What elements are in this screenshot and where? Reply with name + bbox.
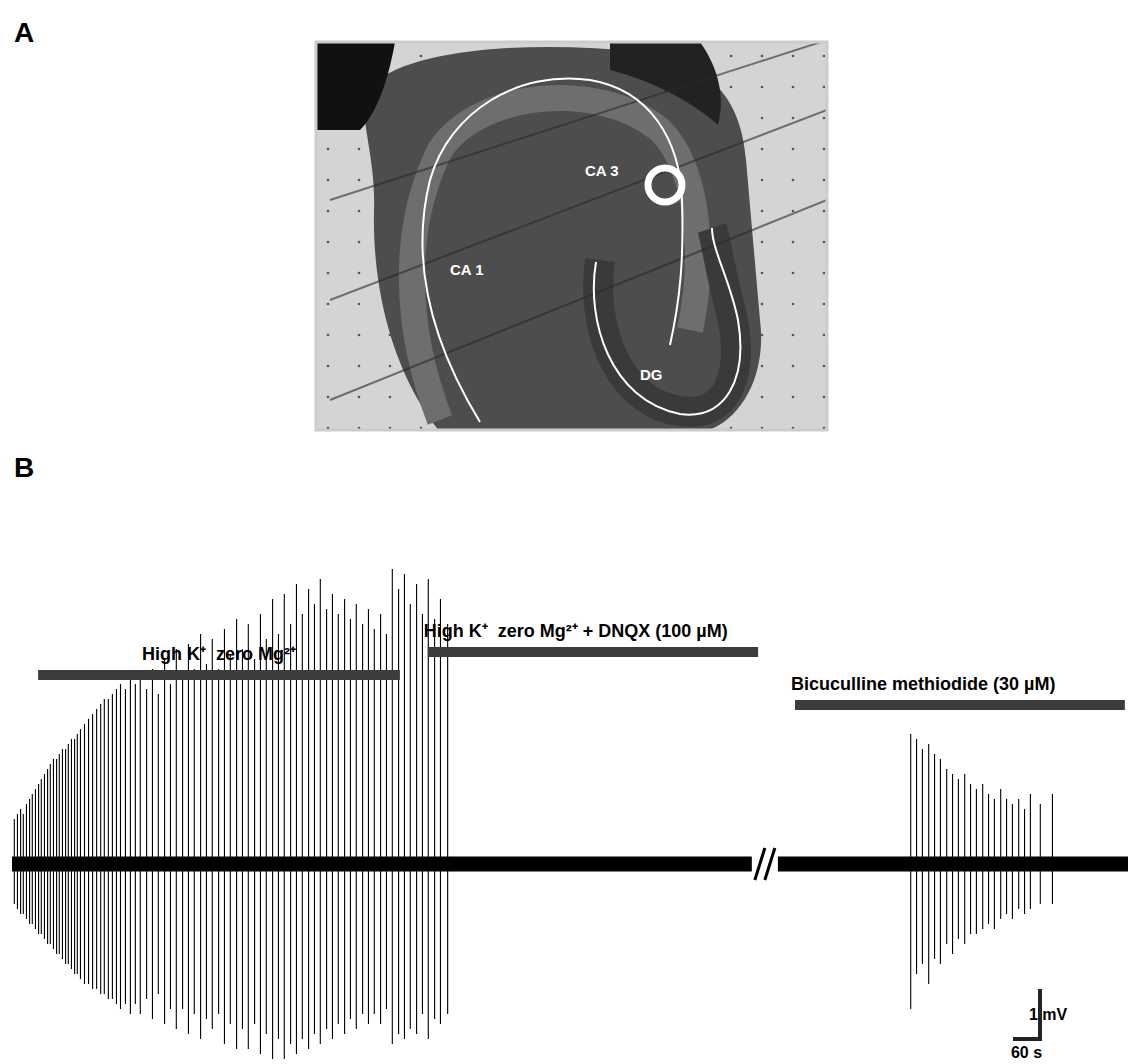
html-text:B: B bbox=[14, 452, 35, 483]
svg-text:CA 1: CA 1 bbox=[450, 261, 484, 278]
svg-text:CA 3: CA 3 bbox=[585, 162, 619, 179]
svg-text:1 mV: 1 mV bbox=[1029, 1006, 1068, 1023]
svg-text:DG: DG bbox=[640, 366, 663, 383]
svg-text:60 s: 60 s bbox=[1011, 1044, 1042, 1061]
svg-text:A: A bbox=[14, 17, 34, 48]
svg-text:High K⁺ zero Mg²⁺ + DNQX (100: High K⁺ zero Mg²⁺ + DNQX (100 µM) bbox=[424, 621, 728, 641]
svg-text:Bicuculline methiodide (30 µM): Bicuculline methiodide (30 µM) bbox=[791, 674, 1055, 694]
svg-text:High K⁺ zero Mg²⁺: High K⁺ zero Mg²⁺ bbox=[142, 644, 296, 664]
